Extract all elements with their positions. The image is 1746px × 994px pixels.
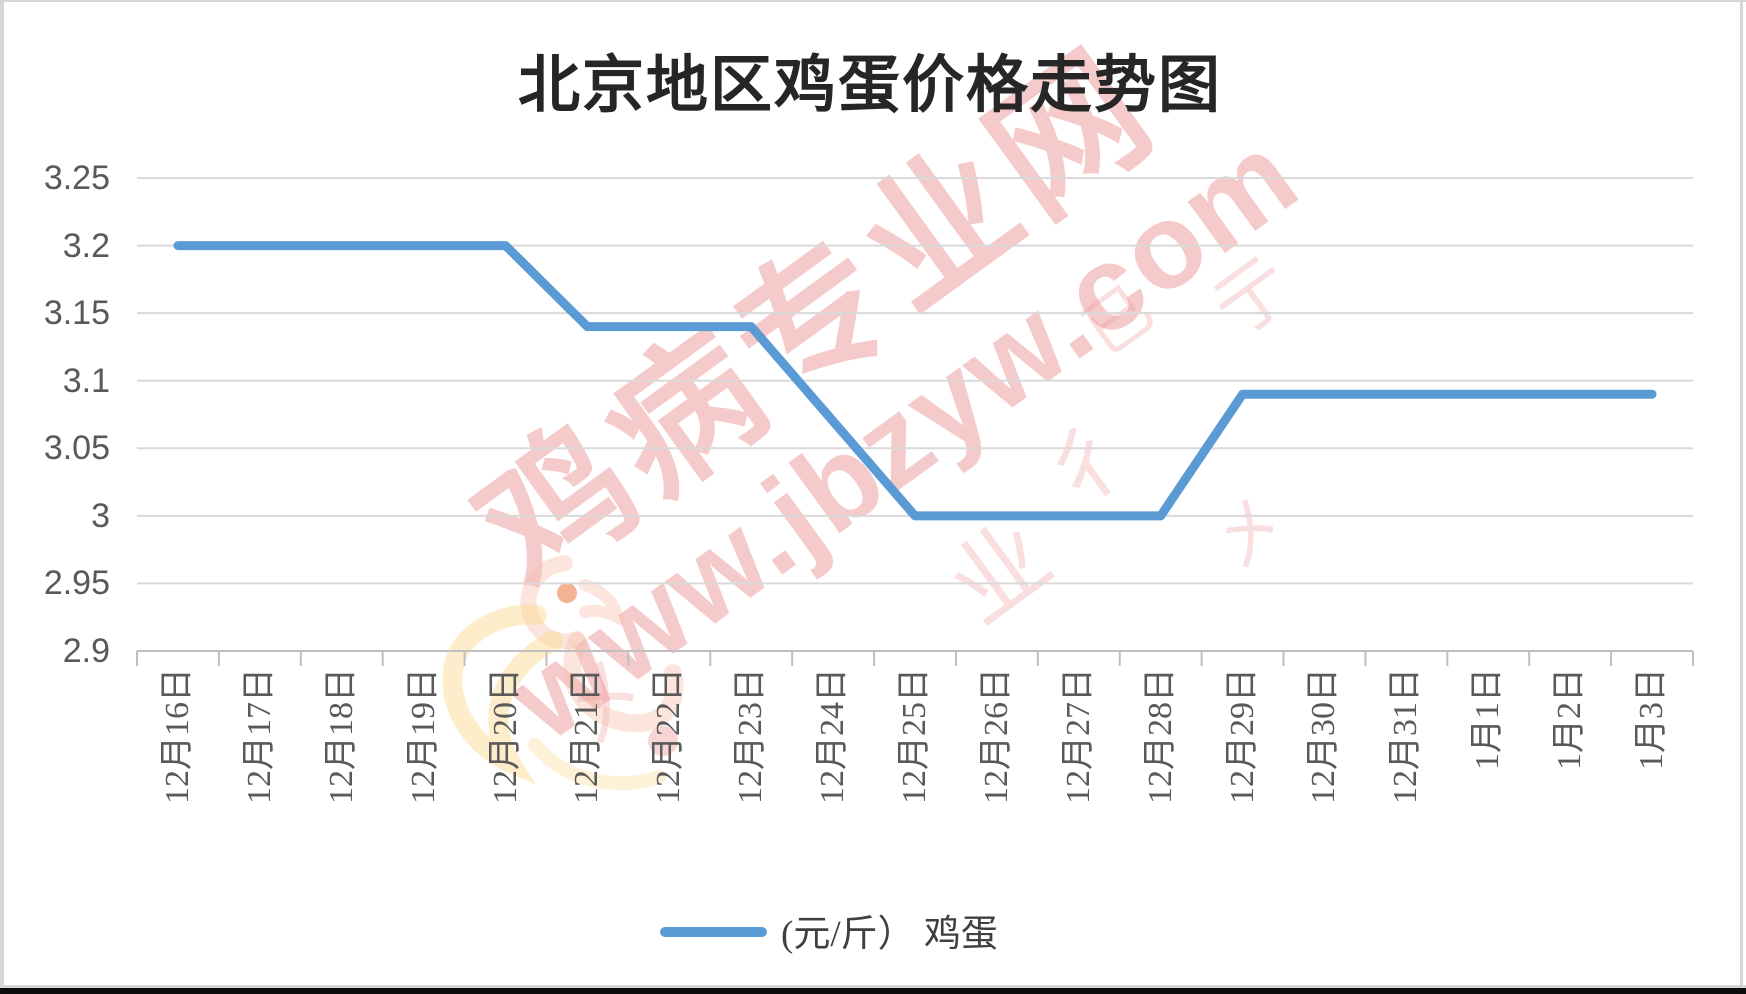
x-axis-label: 12月26日: [977, 668, 1015, 804]
x-axis-label: 12月16日: [158, 668, 196, 804]
x-axis-label: 12月27日: [1059, 668, 1097, 804]
y-axis-label: 3.25: [43, 159, 110, 197]
frame-border-top: [0, 0, 1746, 2]
y-axis-label: 3.05: [43, 429, 110, 468]
window-edge-bar: [0, 988, 1746, 994]
x-axis-label: 12月24日: [814, 668, 852, 804]
y-axis-label: 2.9: [62, 632, 110, 670]
x-axis-label: 12月29日: [1223, 668, 1261, 804]
x-axis-label: 12月19日: [404, 668, 442, 804]
legend-series-label: (元/斤） 鸡蛋: [781, 914, 998, 955]
x-axis-label: 12月25日: [896, 668, 933, 804]
price-line: [173, 241, 1657, 521]
watermark-dot: [648, 726, 678, 756]
x-axis-label: 1月3日: [1633, 668, 1671, 770]
x-axis-label: 12月22日: [650, 668, 688, 804]
x-axis-label: 12月18日: [322, 668, 360, 804]
x-axis-label: 1月2日: [1551, 668, 1589, 770]
x-axis-label: 12月17日: [240, 668, 278, 804]
legend: (元/斤） 鸡蛋: [660, 903, 998, 957]
y-axis-label: 3.15: [43, 294, 110, 333]
legend-line-swatch: [660, 927, 767, 937]
y-axis-label: 2.95: [43, 564, 110, 603]
x-axis-label: 12月28日: [1141, 668, 1179, 804]
y-axis-label: 3.1: [62, 361, 110, 400]
x-axis-label: 12月20日: [486, 668, 524, 804]
y-axis-label: 3: [91, 496, 110, 535]
chart-title: 北京地区鸡蛋价格走势图: [517, 52, 1223, 120]
x-axis-label: 12月30日: [1305, 668, 1343, 804]
frame-border-right: [1740, 0, 1743, 994]
x-axis-label: 12月31日: [1387, 668, 1425, 804]
y-axis-label: 3.2: [62, 226, 110, 265]
frame-border-bottom: [0, 985, 1746, 988]
x-axis-label: 12月21日: [568, 668, 606, 804]
frame-border-left: [0, 0, 4, 994]
x-axis-label: 12月23日: [732, 668, 770, 804]
x-axis-label: 1月1日: [1469, 668, 1507, 770]
